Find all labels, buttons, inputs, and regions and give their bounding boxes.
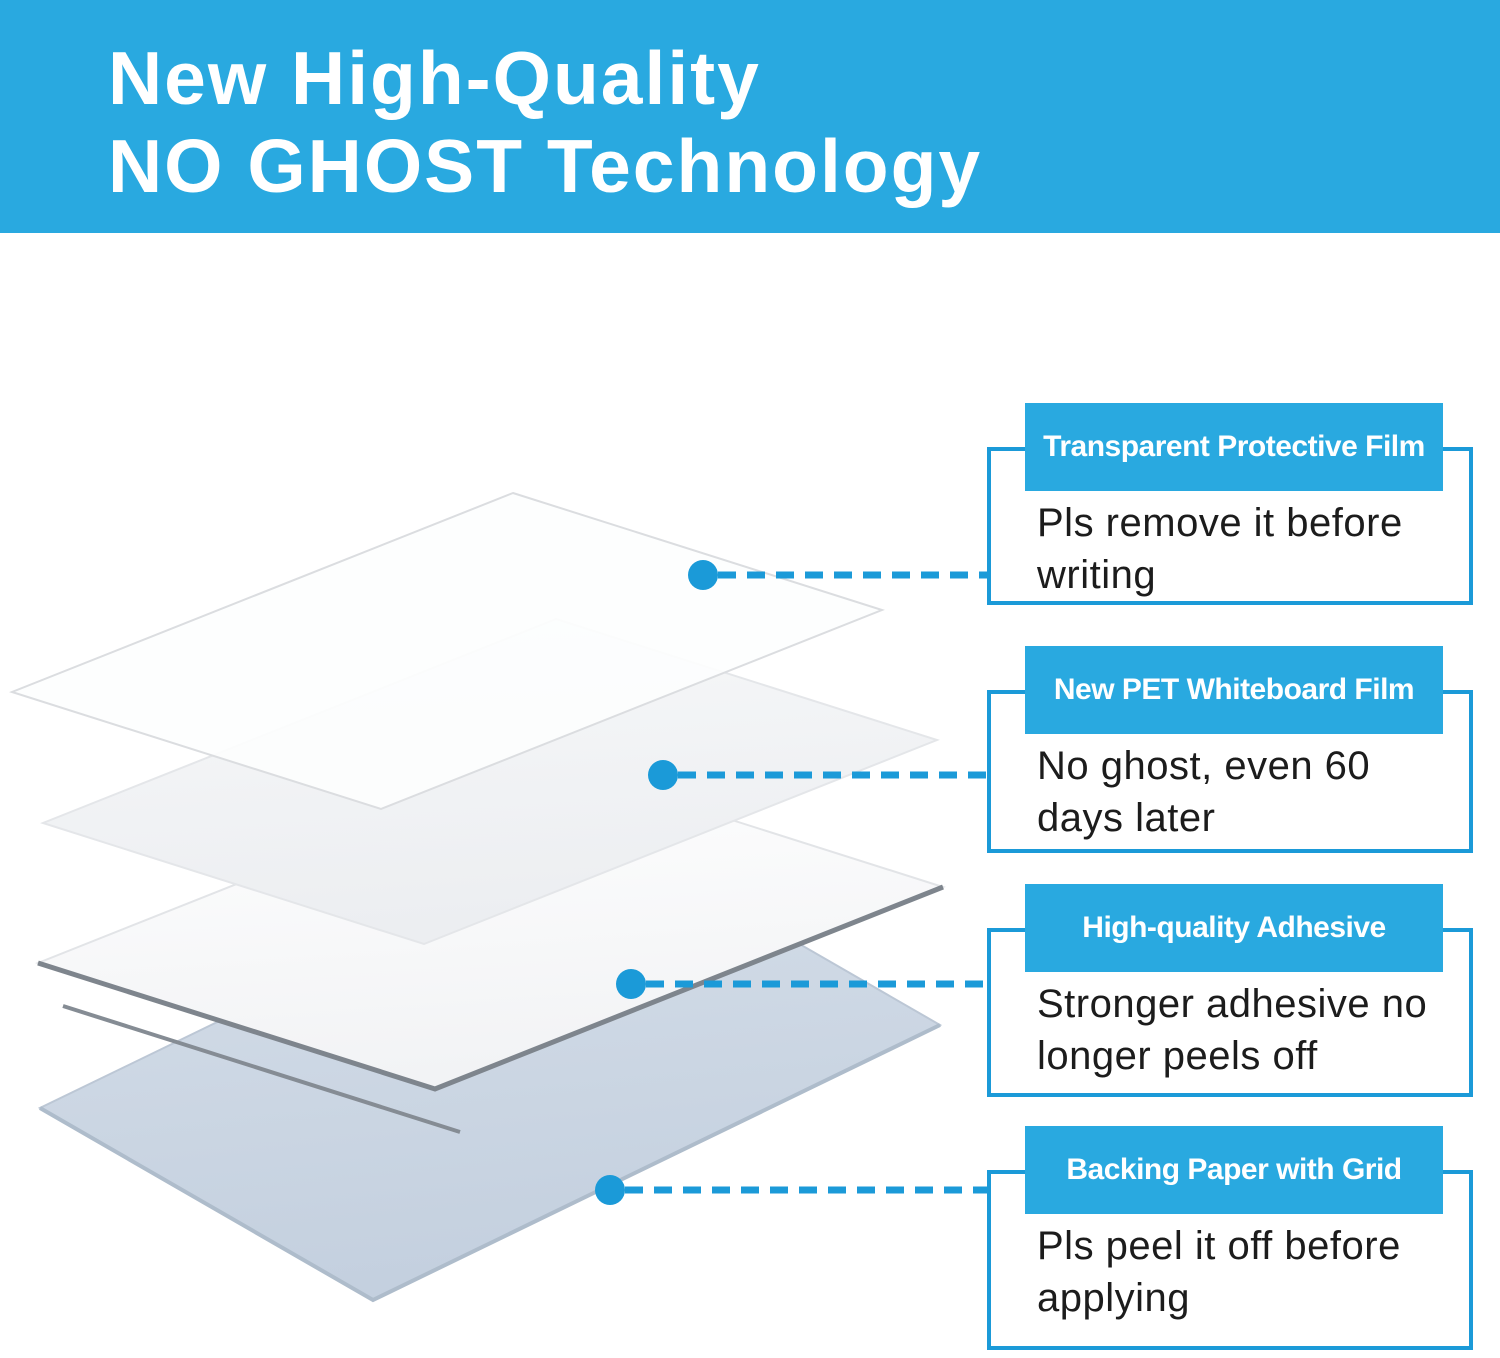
banner: New High-Quality NO GHOST Technology [0,0,1500,233]
callout-protective-film: Transparent Protective Film Pls remove i… [987,403,1473,605]
adhesive-dark-edge [37,884,944,1092]
callout-backing-paper: Backing Paper with Grid Pls peel it off … [987,1126,1473,1350]
layer-protective-film [9,491,885,811]
banner-title-line1: New High-Quality [108,36,761,120]
callout-body-backing-paper: Pls peel it off before applying [1037,1224,1401,1320]
callout-body-protective-film: Pls remove it before writing [1037,501,1403,597]
connector-dot-backing-paper [595,1175,625,1205]
callout-title-protective-film: Transparent Protective Film [1025,403,1443,491]
adhesive-underside-edge [62,1004,461,1134]
callout-title-whiteboard-film: New PET Whiteboard Film [1025,646,1443,734]
callout-title-backing-paper: Backing Paper with Grid [1025,1126,1443,1214]
callout-title-adhesive: High-quality Adhesive [1025,884,1443,972]
connector-dot-protective-film [688,560,718,590]
callout-body-whiteboard-film: No ghost, even 60 days later [1037,744,1371,840]
connector-dot-whiteboard-film [648,760,678,790]
backing-paper-edge [39,1023,941,1303]
callout-body-adhesive: Stronger adhesive no longer peels off [1037,982,1428,1078]
callout-whiteboard-film: New PET Whiteboard Film No ghost, even 6… [987,646,1473,853]
connector-dot-adhesive [616,969,646,999]
callout-adhesive: High-quality Adhesive Stronger adhesive … [987,884,1473,1097]
banner-title-line2: NO GHOST Technology [108,124,983,208]
